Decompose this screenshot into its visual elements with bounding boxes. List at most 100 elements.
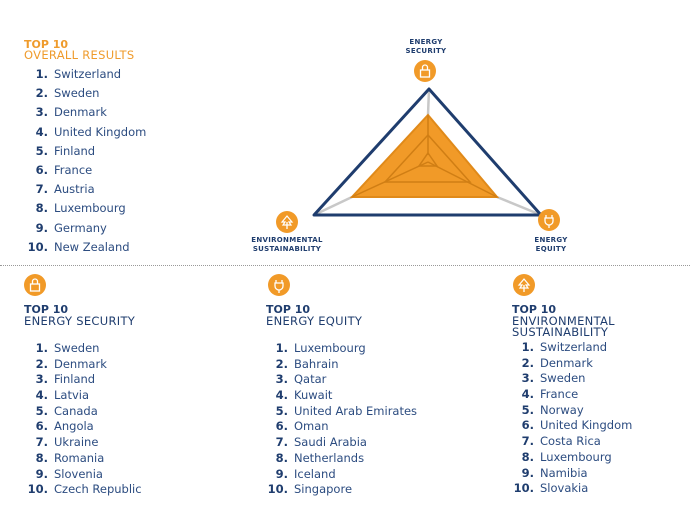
axis-security xyxy=(426,88,431,116)
list-item: 8. Romania xyxy=(26,451,142,467)
rank-number: 6. xyxy=(521,418,534,433)
rank-number: 10. xyxy=(27,239,48,254)
country-name: United Kingdom xyxy=(54,124,147,139)
country-name: Slovakia xyxy=(540,481,589,496)
list-item: 9. Iceland xyxy=(266,467,417,483)
country-name: New Zealand xyxy=(54,239,130,254)
equity-subtitle: ENERGY EQUITY xyxy=(266,314,363,328)
country-name: Denmark xyxy=(54,105,107,120)
list-item: 3. Sweden xyxy=(512,371,632,387)
country-name: Denmark xyxy=(54,356,107,371)
list-item: 1. Sweden xyxy=(26,341,142,357)
rank-number: 2. xyxy=(35,356,48,371)
country-name: United Kingdom xyxy=(540,418,633,433)
rank-number: 9. xyxy=(35,466,48,481)
environment-subtitle-2: SUSTAINABILITY xyxy=(512,325,609,339)
security-title: TOP 10 xyxy=(24,303,69,316)
rank-number: 9. xyxy=(275,466,288,481)
list-item: 7. Ukraine xyxy=(26,435,142,451)
country-name: Canada xyxy=(54,403,98,418)
rank-number: 3. xyxy=(35,105,48,120)
list-item: 7. Saudi Arabia xyxy=(266,435,417,451)
rank-number: 7. xyxy=(35,182,48,197)
list-item: 1. Switzerland xyxy=(512,340,632,356)
list-item: 4. Kuwait xyxy=(266,388,417,404)
country-name: France xyxy=(54,162,93,177)
security-subtitle: ENERGY SECURITY xyxy=(24,314,136,328)
list-item: 9. Slovenia xyxy=(26,467,142,483)
equity-list: 1. Luxembourg 2. Bahrain 3. Qatar 4. Kuwait 5. Un… xyxy=(266,341,417,498)
environment-title: TOP 10 xyxy=(512,303,557,316)
country-name: Sweden xyxy=(54,86,100,101)
list-item: 6. Angola xyxy=(26,419,142,435)
country-name: United Arab Emirates xyxy=(294,403,418,418)
label-line: ENVIRONMENTAL xyxy=(251,236,323,244)
rank-number: 2. xyxy=(521,355,534,370)
list-item: 8. Netherlands xyxy=(266,451,417,467)
rank-number: 10. xyxy=(27,482,48,497)
rank-number: 6. xyxy=(275,419,288,434)
country-name: Denmark xyxy=(540,355,593,370)
country-name: Romania xyxy=(54,450,105,465)
country-name: Finland xyxy=(54,372,96,387)
rank-number: 8. xyxy=(35,201,48,216)
country-name: Sweden xyxy=(54,341,100,355)
axis-equity xyxy=(496,195,542,217)
rank-number: 3. xyxy=(275,372,288,387)
lock-icon xyxy=(414,60,436,82)
country-name: Singapore xyxy=(294,482,353,497)
list-item: 5. United Arab Emirates xyxy=(266,404,417,420)
environment-subtitle-1: ENVIRONMENTAL xyxy=(512,314,615,328)
rank-number: 3. xyxy=(35,372,48,387)
country-name: Luxembourg xyxy=(540,449,612,464)
score-triangle xyxy=(349,113,500,198)
rank-number: 4. xyxy=(35,124,48,139)
country-name: France xyxy=(540,387,579,402)
list-item: 10. Slovakia xyxy=(512,481,632,497)
list-item: 2. Bahrain xyxy=(266,357,417,373)
country-name: Latvia xyxy=(54,388,90,403)
country-name: Finland xyxy=(54,143,96,158)
rank-number: 1. xyxy=(521,340,534,354)
rank-number: 10. xyxy=(513,481,534,496)
country-name: Luxembourg xyxy=(54,201,126,216)
country-name: Iceland xyxy=(294,466,336,481)
list-item: 6. Oman xyxy=(266,419,417,435)
rank-number: 2. xyxy=(275,356,288,371)
list-item: 7. Austria xyxy=(20,180,146,199)
rank-number: 8. xyxy=(35,450,48,465)
list-item: 5. Norway xyxy=(512,403,632,419)
equity-title: TOP 10 xyxy=(266,303,311,316)
environment-list: 1. Switzerland 2. Denmark 3. Sweden 4. France 5.… xyxy=(512,340,633,497)
list-item: 6. France xyxy=(20,161,146,180)
rank-number: 4. xyxy=(275,388,288,403)
country-name: Sweden xyxy=(540,371,586,386)
rank-number: 5. xyxy=(521,402,534,417)
list-item: 2. Denmark xyxy=(512,356,632,372)
score-inner-lines xyxy=(351,115,498,198)
security-list: 1. Sweden 2. Denmark 3. Finland 4. Latvia 5. Cana… xyxy=(26,341,142,498)
rank-number: 6. xyxy=(35,419,48,434)
list-item: 4. Latvia xyxy=(26,388,142,404)
list-item: 10. Czech Republic xyxy=(26,482,142,498)
tree-icon xyxy=(513,274,535,296)
list-item: 3. Finland xyxy=(26,372,142,388)
country-name: Czech Republic xyxy=(54,482,142,497)
country-name: Angola xyxy=(54,419,94,434)
label-environmental-sustainability: ENVIRONMENTAL SUSTAINABILITY xyxy=(232,236,342,254)
list-item: 9. Namibia xyxy=(512,466,632,482)
country-name: Ukraine xyxy=(54,435,99,450)
country-name: Switzerland xyxy=(540,340,608,354)
country-name: Saudi Arabia xyxy=(294,435,367,450)
rank-number: 1. xyxy=(275,341,288,355)
list-item: 8. Luxembourg xyxy=(20,199,146,218)
rank-number: 9. xyxy=(521,465,534,480)
country-name: Oman xyxy=(294,419,329,434)
lock-icon xyxy=(24,274,46,296)
rank-number: 10. xyxy=(267,482,288,497)
list-item: 10. New Zealand xyxy=(20,238,146,257)
overall-title: TOP 10 xyxy=(24,38,69,51)
country-name: Austria xyxy=(54,182,95,197)
list-item: 6. United Kingdom xyxy=(512,418,633,434)
